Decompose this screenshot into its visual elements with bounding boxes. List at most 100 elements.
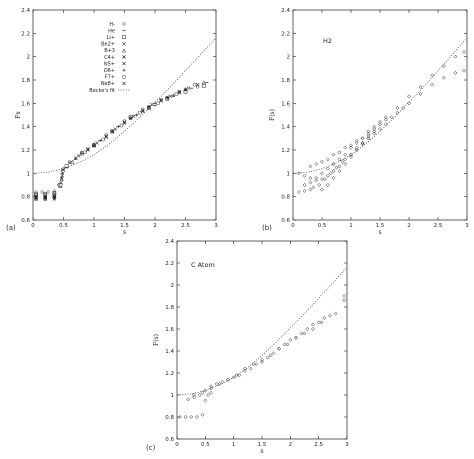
x-tick-label: 0 [31, 223, 35, 229]
data-point [189, 415, 194, 419]
panel-c: 0 0.5 1 1.5 2 2.5 3 0.6 0.8 1 1.2 1.4 1.6 1.8 2 2.2 2.4 s… [146, 239, 349, 455]
inset-label: H2 [323, 37, 332, 45]
x-axis-label: s [123, 229, 126, 236]
data-point [372, 129, 377, 134]
data-point [299, 331, 304, 336]
x-tick-label: 1 [232, 442, 236, 448]
data-point [314, 162, 319, 166]
y-tick-label: 2.4 [165, 239, 174, 245]
fit-line [293, 37, 467, 174]
data-point [101, 137, 106, 142]
data-point [231, 375, 236, 380]
data-point [159, 99, 163, 103]
data-point [305, 327, 310, 331]
data-point [314, 176, 319, 180]
data-point [260, 360, 264, 364]
data-point [360, 141, 365, 145]
data-point [209, 390, 213, 395]
data-point [52, 188, 57, 193]
data-point [314, 178, 319, 183]
data-point [52, 191, 57, 196]
data-point [46, 190, 51, 194]
data-point [395, 106, 400, 110]
data-point [122, 118, 127, 123]
data-point [195, 85, 200, 89]
data-point [135, 113, 139, 117]
data-point [360, 136, 365, 141]
series-4 [320, 136, 371, 192]
data-point [40, 190, 45, 194]
data-point [372, 131, 377, 136]
series-becke-s-fit [177, 267, 347, 396]
data-point [331, 152, 336, 157]
x-tick-label: 0.5 [318, 223, 327, 229]
data-point [192, 393, 196, 397]
legend-marker [122, 61, 126, 66]
legend-label: He [108, 28, 115, 34]
data-point [177, 91, 182, 95]
data-point [177, 89, 182, 94]
series-2 [192, 294, 347, 397]
data-point [366, 129, 371, 134]
x-tick-label: 1 [92, 223, 96, 229]
data-point [395, 110, 400, 115]
data-point [337, 150, 342, 155]
x-tick-label: 1.5 [258, 442, 267, 448]
data-point [177, 89, 182, 94]
data-point [104, 132, 109, 137]
y-tick-label: 0.6 [281, 218, 290, 224]
data-point [294, 335, 298, 340]
x-tick-label: 2.5 [434, 223, 443, 229]
data-point [234, 373, 239, 378]
data-point [201, 83, 206, 88]
x-tick-label: 2 [289, 442, 293, 448]
data-point [43, 197, 48, 201]
data-point [150, 102, 154, 107]
data-point [168, 94, 173, 99]
legend-marker [122, 35, 126, 40]
legend-marker [121, 48, 127, 53]
data-point [285, 342, 290, 347]
data-point [34, 197, 38, 201]
y-tick-label: 1.8 [165, 305, 174, 311]
data-point [378, 122, 382, 127]
data-point [302, 188, 307, 193]
x-tick-label: 3 [465, 223, 469, 229]
y-tick-label: 1.6 [165, 327, 174, 333]
data-point [337, 164, 342, 169]
x-tick-label: 3 [214, 223, 218, 229]
y-axis-label: Fx [15, 111, 22, 119]
data-point [122, 121, 127, 125]
legend-label: B+3 [104, 48, 115, 54]
data-point [177, 415, 182, 419]
data-point [383, 115, 388, 120]
legend-label: Becke's fit [89, 88, 115, 94]
data-point [237, 373, 242, 378]
panel-label: (b) [262, 224, 272, 232]
data-point [119, 123, 124, 128]
x-tick-label: 3 [345, 442, 349, 448]
data-point [354, 145, 359, 150]
data-point [159, 97, 164, 102]
data-point [320, 159, 324, 164]
data-point [322, 177, 327, 182]
data-point [271, 351, 276, 356]
x-tick-label: 1.5 [120, 223, 129, 229]
series-3 [308, 127, 377, 169]
data-point [214, 382, 219, 386]
data-point [141, 109, 145, 114]
data-point [76, 154, 81, 158]
data-point [104, 134, 108, 138]
data-point [203, 398, 208, 403]
data-point [64, 164, 69, 169]
x-tick-label: 2.5 [314, 442, 323, 448]
legend-marker [122, 55, 126, 59]
data-point [343, 145, 348, 150]
y-axis-label: F(s) [269, 109, 276, 121]
data-point [366, 134, 371, 138]
data-point [302, 331, 307, 336]
y-tick-label: 1.8 [281, 78, 290, 84]
x-axis-label: s [260, 448, 263, 455]
data-point [59, 177, 64, 182]
data-point [331, 169, 336, 173]
